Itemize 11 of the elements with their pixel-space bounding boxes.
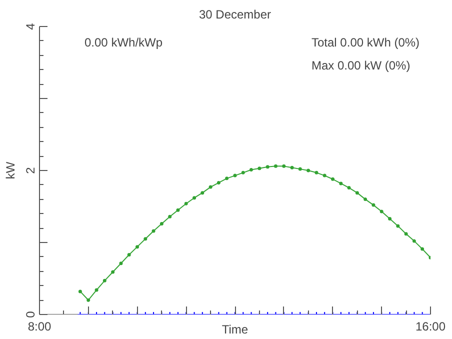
x-tick-label: 8:00 bbox=[28, 320, 52, 334]
chart-title: 30 December bbox=[198, 8, 272, 22]
x-tick-label: 16:00 bbox=[415, 320, 446, 334]
y-axis-title: kW bbox=[4, 161, 18, 180]
y-tick-label: 4 bbox=[24, 22, 38, 30]
y-tick-label: 0 bbox=[24, 310, 38, 318]
x-axis-title: Time bbox=[222, 322, 248, 336]
y-tick-label: 2 bbox=[24, 166, 38, 174]
annotation: Total 0.00 kWh (0%) bbox=[312, 36, 420, 50]
annotation: 0.00 kWh/kWp bbox=[84, 36, 163, 50]
annotation: Max 0.00 kW (0%) bbox=[312, 58, 410, 72]
